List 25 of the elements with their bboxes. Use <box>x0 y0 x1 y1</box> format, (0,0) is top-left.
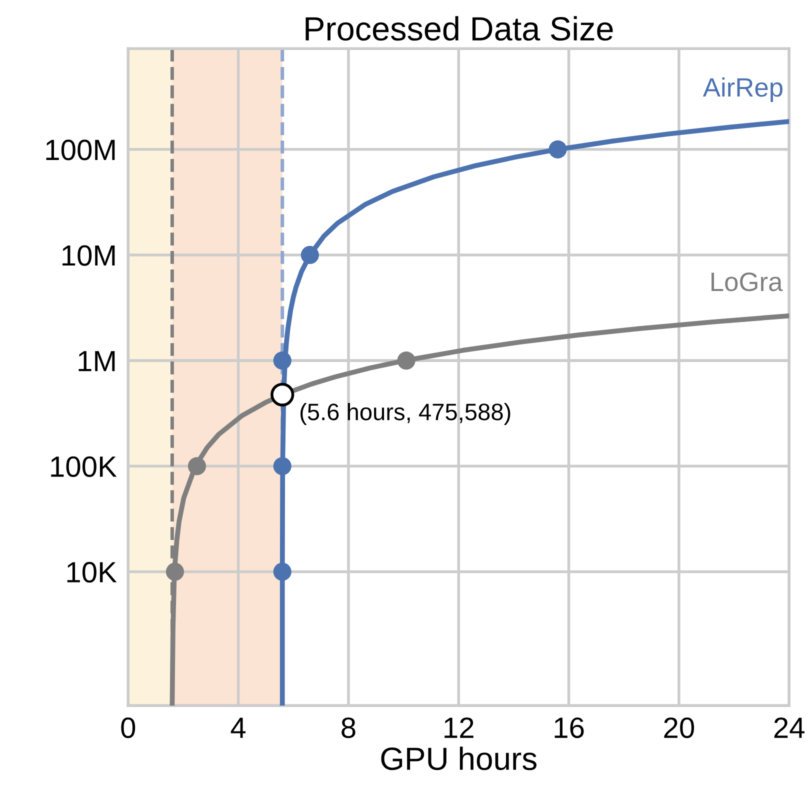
point <box>273 457 292 476</box>
x-tick-label: 24 <box>774 717 804 738</box>
x-axis-title: GPU hours <box>381 746 536 770</box>
x-tick-label: 20 <box>664 717 694 738</box>
annotation: (5.6 hours, 475,588) <box>300 402 510 425</box>
point <box>548 140 567 158</box>
series-label: AirRep <box>702 77 782 102</box>
y-tick-label: 10K <box>67 562 117 583</box>
x-tick-label: 8 <box>342 717 356 738</box>
point <box>273 352 292 370</box>
x-tick-label: 16 <box>554 717 584 738</box>
y-tick-label: 100K <box>51 456 117 478</box>
y-tick-label: 10M <box>62 245 115 266</box>
point <box>273 562 292 581</box>
point <box>300 246 319 264</box>
point <box>166 562 184 581</box>
y-tick-label: 1M <box>78 351 115 372</box>
point <box>188 457 206 476</box>
point <box>397 352 416 370</box>
series-label: LoGra <box>712 272 783 292</box>
x-tick-label: 4 <box>230 718 246 738</box>
x-tick-label: 0 <box>121 717 136 738</box>
x-tick-label: 12 <box>444 717 474 738</box>
chart-title: Processed Data Size <box>306 16 613 41</box>
y-tick-label: 100M <box>46 140 115 160</box>
